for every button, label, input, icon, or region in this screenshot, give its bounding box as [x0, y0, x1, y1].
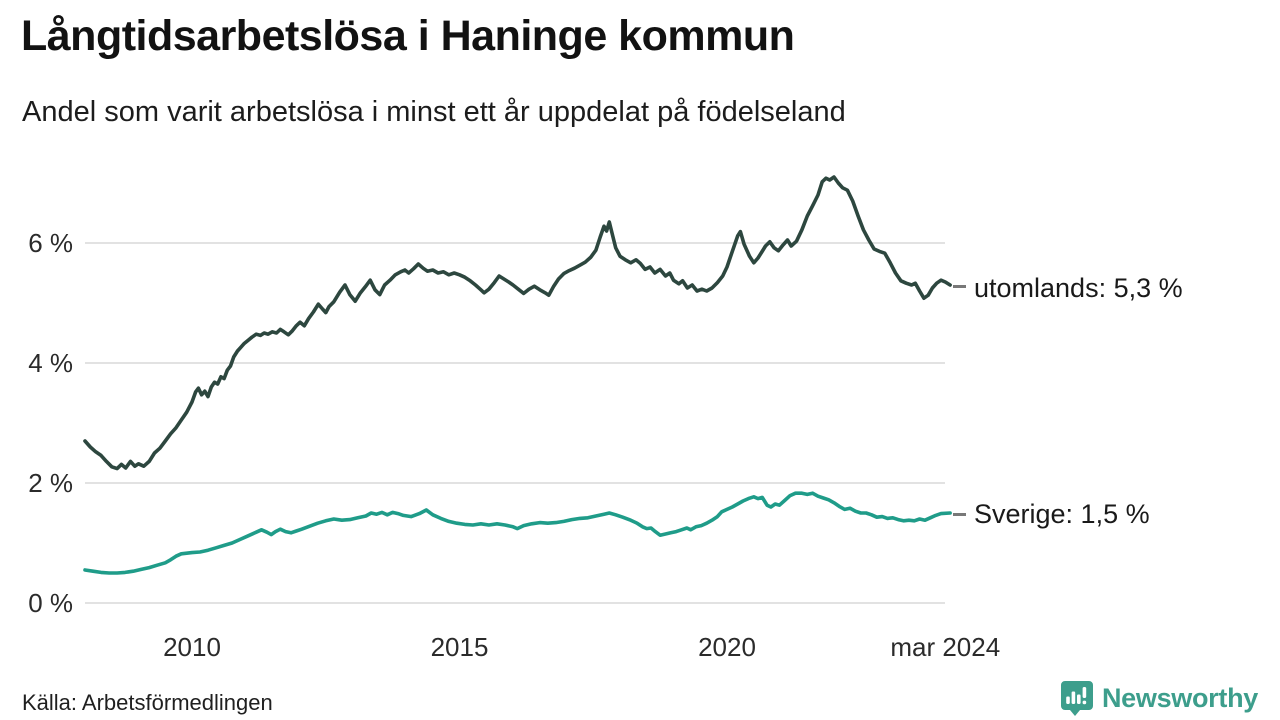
newsworthy-bar-chart-pin-icon	[1060, 681, 1093, 716]
newsworthy-logo: Newsworthy	[1060, 680, 1258, 716]
chart-subtitle: Andel som varit arbetslösa i minst ett å…	[22, 96, 846, 128]
label-connector-dash-utomlands	[953, 285, 966, 288]
page-title: Långtidsarbetslösa i Haninge kommun	[21, 12, 795, 60]
y-tick-label: 6 %	[28, 228, 73, 258]
series-end-label-utomlands: utomlands: 5,3 %	[974, 273, 1183, 303]
y-tick-label: 4 %	[28, 348, 73, 378]
source-note: Källa: Arbetsförmedlingen	[22, 690, 273, 715]
x-tick-label: mar 2024	[890, 632, 1000, 662]
label-connector-dash-sverige	[953, 513, 966, 516]
x-tick-label: 2015	[431, 632, 489, 662]
x-tick-label: 2010	[163, 632, 221, 662]
y-tick-label: 2 %	[28, 468, 73, 498]
newsworthy-wordmark: Newsworthy	[1101, 682, 1258, 713]
series-line-utomlands	[83, 175, 952, 471]
y-tick-label: 0 %	[28, 588, 73, 618]
x-tick-label: 2020	[698, 632, 756, 662]
series-line-sverige	[83, 491, 952, 575]
series-end-label-sverige: Sverige: 1,5 %	[974, 499, 1150, 529]
